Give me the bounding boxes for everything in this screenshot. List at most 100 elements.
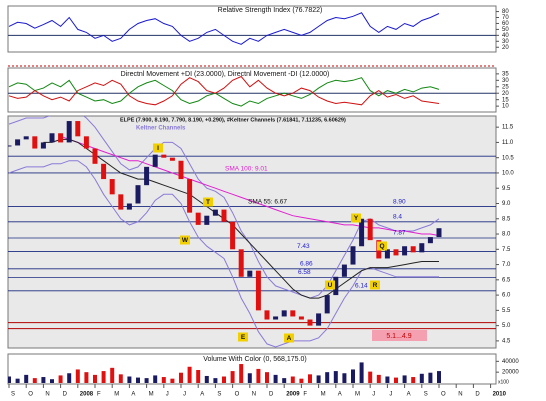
y-tick-label: 6.0 [502, 293, 511, 299]
rsi-title: Relative Strength Index (76.7822) [218, 7, 323, 14]
volume-bar [325, 372, 330, 383]
volume-bar [196, 370, 201, 383]
candle [152, 154, 158, 167]
volume-bar [222, 376, 226, 383]
x-tick-label: N [45, 392, 49, 398]
volume-bar [136, 377, 140, 383]
annotation-box [180, 235, 190, 245]
candle [298, 316, 304, 320]
candle [144, 166, 150, 186]
zone-box [372, 330, 427, 341]
x-tick-label: 2009 [286, 392, 300, 398]
candle [109, 179, 115, 195]
x-tick-label: O [441, 392, 446, 398]
candle [247, 270, 253, 277]
volume-bar [179, 372, 183, 383]
x-tick-label: M [355, 392, 360, 398]
candle [161, 154, 167, 158]
candle [8, 145, 12, 147]
annotation: U [328, 282, 333, 289]
candle [324, 295, 330, 314]
x-tick-label: J [166, 392, 169, 398]
x-tick-label: A [407, 392, 411, 398]
candle [40, 142, 46, 149]
annotation-box [377, 241, 387, 251]
annotation-box [203, 197, 213, 207]
annotation: I [157, 145, 159, 152]
y-tick-label: 70 [502, 15, 509, 21]
candle [290, 310, 296, 317]
sma55-label: SMA 55: 6.67 [248, 199, 287, 206]
candle [410, 246, 416, 253]
candle [101, 163, 107, 180]
annotation: E [241, 334, 246, 341]
level-label: 7.87 [393, 230, 406, 237]
y-tick-label: 7.0 [502, 262, 511, 268]
level-label: 8.90 [393, 198, 406, 205]
candle [264, 310, 270, 320]
volume-bar [256, 368, 261, 383]
y-tick-label: 10.0 [502, 171, 514, 177]
volume-bar [127, 376, 132, 383]
candle [419, 243, 425, 253]
volume-bar [101, 371, 106, 383]
y-tick-label: 15 [502, 97, 509, 103]
annotation-box [153, 143, 163, 153]
rsi-panel [7, 5, 497, 53]
volume-title: Volume With Color (0, 568,175.0) [203, 356, 307, 363]
dmi-panel [7, 67, 497, 113]
x-tick-label: J [389, 392, 392, 398]
candle [212, 209, 218, 216]
candle [178, 160, 184, 180]
volume-bar [342, 373, 347, 383]
candle [307, 319, 313, 326]
candle [66, 121, 72, 143]
candle [316, 313, 322, 326]
volume-bar [170, 378, 175, 383]
annotation-box [238, 332, 248, 342]
volume-bar [368, 371, 373, 383]
annotation: W [182, 237, 189, 244]
y-tick-label: 10.5 [502, 155, 514, 161]
candle [255, 270, 261, 311]
price-panel [7, 115, 497, 349]
x-tick-label: 2008 [80, 392, 94, 398]
y-tick-label: 50 [502, 27, 509, 33]
annotation-box [351, 213, 361, 223]
candle [281, 310, 287, 317]
volume-bar [213, 378, 218, 383]
volume-bar [239, 364, 244, 383]
zone-label: 5.1...4.9 [386, 333, 411, 340]
volume-bar [58, 375, 63, 383]
volume-bar [419, 373, 424, 383]
candle [273, 316, 279, 320]
volume-bar [273, 374, 278, 383]
dmi-title: Directnl Movement +DI (23.0000), Directn… [121, 71, 330, 78]
annotation-box [370, 280, 380, 290]
candle [367, 218, 373, 241]
annotation: R [373, 282, 378, 289]
volume-bar [299, 378, 304, 383]
volume-bar [437, 371, 441, 383]
x-tick-label: J [183, 392, 186, 398]
volume-bar [394, 377, 398, 383]
volume-bar [308, 374, 312, 383]
x-tick-label: N [252, 392, 256, 398]
rsi-line [8, 12, 440, 45]
x-tick-label: 2010 [493, 392, 507, 398]
candle [195, 212, 201, 225]
y-tick-label: 10 [502, 104, 509, 110]
di-line [8, 75, 440, 106]
x-tick-label: M [321, 392, 326, 398]
volume-bar [187, 366, 192, 383]
annotation-box [325, 280, 335, 290]
volume-bar [50, 379, 54, 383]
candle [23, 136, 29, 140]
x-tick-label: O [28, 392, 33, 398]
level-label: 6.58 [298, 269, 311, 276]
y-tick-label: 60 [502, 21, 509, 27]
volume-bar [8, 376, 11, 383]
volume-bar [161, 377, 166, 383]
keltner-label: Keltner Channels [136, 126, 186, 132]
